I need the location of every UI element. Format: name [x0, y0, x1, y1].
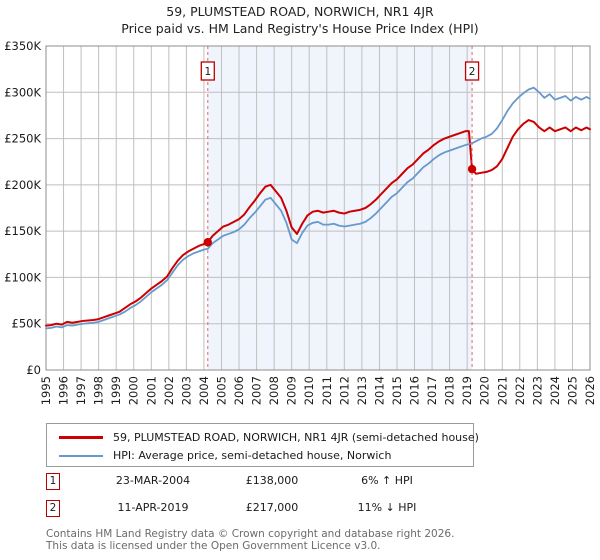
legend-entry-hpi: HPI: Average price, semi-detached house,… [47, 447, 473, 464]
x-axis-tick-label: 1999 [109, 376, 123, 405]
y-axis-tick-label: £350K [4, 39, 41, 53]
x-axis-tick-label: 2023 [530, 376, 544, 405]
legend-label-property: 59, PLUMSTEAD ROAD, NORWICH, NR1 4JR (se… [113, 431, 479, 444]
x-axis-tick-label: 1997 [74, 376, 88, 405]
page-title: 59, PLUMSTEAD ROAD, NORWICH, NR1 4JR [166, 4, 434, 19]
chart-legend: 59, PLUMSTEAD ROAD, NORWICH, NR1 4JR (se… [46, 423, 479, 467]
x-axis-tick-label: 2012 [337, 376, 351, 405]
x-axis-tick-label: 2009 [285, 376, 299, 405]
transaction-date-1: 23-MAR-2004 [115, 474, 191, 487]
x-axis-tick-label: 2013 [355, 376, 369, 405]
highlight-span-region [207, 46, 473, 370]
transaction-marker-box-2[interactable] [464, 61, 480, 81]
y-axis-tick-label: £50K [12, 317, 42, 331]
x-axis-tick-label: 1995 [39, 376, 53, 405]
x-axis-tick-label: 2003 [179, 376, 193, 405]
plot-border [45, 45, 591, 371]
x-axis-tick-label: 2024 [548, 376, 562, 405]
x-axis-tick-label: 2022 [513, 376, 527, 405]
transaction-badge-2: 2 [46, 500, 60, 517]
y-axis-tick-label: £200K [4, 178, 41, 192]
x-axis-tick-label: 2017 [425, 376, 439, 405]
footer-line-1: Contains HM Land Registry data © Crown c… [46, 528, 455, 540]
legend-swatch-hpi-icon [59, 454, 103, 457]
price-history-chart: £0 £50K £100K £150K £200K £250K £300K £350K 1995… [4, 39, 597, 405]
transaction-date-2: 11-APR-2019 [117, 501, 189, 514]
legend-label-hpi: HPI: Average price, semi-detached house,… [113, 449, 392, 462]
transaction-hpi-delta-2: 11% ↓ HPI [357, 501, 417, 514]
y-axis-tick-label: £250K [4, 132, 41, 146]
x-axis-tick-label: 2005 [214, 376, 228, 405]
y-axis-tick-label: £300K [4, 85, 41, 99]
table-row: 2 11-APR-2019 £217,000 11% ↓ HPI [44, 498, 474, 525]
x-axis-tick-label: 2000 [127, 376, 141, 405]
transaction-marker-label-2: 2 [469, 66, 476, 78]
x-axis-tick-label: 2010 [302, 376, 316, 405]
transactions-table: 1 23-MAR-2004 £138,000 6% ↑ HPI 2 11-APR… [44, 471, 474, 525]
y-axis-tick-label: £0 [26, 363, 41, 377]
x-axis-tick-label: 2006 [232, 376, 246, 405]
x-axis-tick-label: 2016 [408, 376, 422, 405]
x-axis-tick-label: 2025 [565, 376, 579, 405]
series-line-hpi [45, 86, 591, 330]
x-axis-tick-label: 1996 [57, 376, 71, 405]
legend-entry-property: 59, PLUMSTEAD ROAD, NORWICH, NR1 4JR (se… [47, 429, 479, 446]
transaction-hpi-delta-1: 6% ↑ HPI [361, 474, 413, 487]
legend-swatch-property-icon [59, 436, 103, 439]
x-axis-tick-label: 2020 [478, 376, 492, 405]
transaction-price-2: £217,000 [245, 501, 299, 514]
chart-title-block: 59, PLUMSTEAD ROAD, NORWICH, NR1 4JR Pri… [0, 3, 600, 37]
x-axis-tick-label: 1998 [92, 376, 106, 405]
x-axis-tick-label: 2008 [267, 376, 281, 405]
x-axis-tick-label: 2001 [144, 376, 158, 405]
transaction-badge-1: 1 [46, 473, 60, 490]
x-axis-tick-label: 2019 [460, 376, 474, 405]
transaction-point-2[interactable] [467, 164, 477, 174]
x-axis-tick-label: 2018 [443, 376, 457, 405]
table-row: 1 23-MAR-2004 £138,000 6% ↑ HPI [44, 471, 474, 498]
x-axis-tick-label: 2011 [320, 376, 334, 405]
x-axis-tick-label: 2014 [372, 376, 386, 405]
y-axis-tick-label: £150K [4, 224, 41, 238]
x-axis-tick-label: 2026 [583, 376, 597, 405]
x-axis-tick-label: 2007 [250, 376, 264, 405]
y-axis-tick-label: £100K [4, 270, 41, 284]
page-subtitle: Price paid vs. HM Land Registry's House … [121, 21, 479, 36]
transaction-price-1: £138,000 [245, 474, 299, 487]
transaction-marker-label-1: 1 [204, 66, 211, 78]
x-axis-tick-label: 2002 [162, 376, 176, 405]
x-axis-tick-label: 2015 [390, 376, 404, 405]
copyright-footer: Contains HM Land Registry data © Crown c… [46, 528, 586, 552]
transaction-point-1[interactable] [203, 238, 212, 247]
x-axis-tick-label: 2021 [495, 376, 509, 405]
x-axis-tick-label: 2004 [197, 376, 211, 405]
footer-line-2: This data is licensed under the Open Gov… [46, 540, 381, 552]
chart-svg: £0 £50K £100K £150K £200K £250K £300K £350K 1995… [4, 39, 597, 405]
series-line-property [45, 119, 591, 327]
transaction-marker-box-1[interactable] [200, 61, 215, 81]
